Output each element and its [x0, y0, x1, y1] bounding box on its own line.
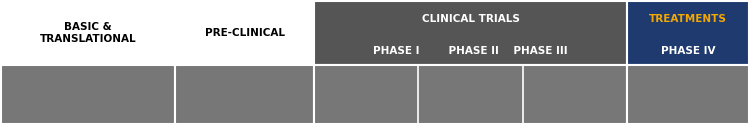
Bar — [176, 65, 314, 124]
Bar — [2, 1, 176, 65]
Text: CLINICAL TRIALS: CLINICAL TRIALS — [422, 14, 520, 24]
Text: PHASE I        PHASE II    PHASE III: PHASE I PHASE II PHASE III — [374, 46, 568, 56]
Text: PRE-CLINICAL: PRE-CLINICAL — [205, 28, 285, 38]
Bar — [2, 65, 176, 124]
Text: BASIC &
TRANSLATIONAL: BASIC & TRANSLATIONAL — [40, 22, 136, 44]
Bar — [314, 65, 627, 124]
Text: PHASE IV: PHASE IV — [661, 46, 715, 56]
Bar — [176, 1, 314, 65]
Bar — [627, 1, 748, 65]
Bar — [627, 65, 748, 124]
Bar — [314, 1, 627, 65]
Text: TREATMENTS: TREATMENTS — [649, 14, 727, 24]
